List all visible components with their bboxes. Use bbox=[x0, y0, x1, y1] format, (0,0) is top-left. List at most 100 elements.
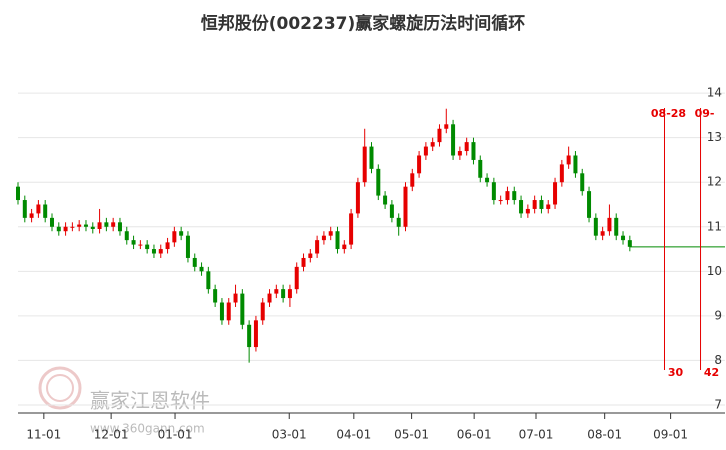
candle-body bbox=[117, 222, 122, 232]
chart-title: 恒邦股份(002237)赢家螺旋历法时间循环 bbox=[201, 13, 526, 34]
candle-body bbox=[389, 204, 394, 218]
cycle-count: 42 bbox=[704, 366, 719, 379]
candle-body bbox=[179, 231, 184, 236]
candle-body bbox=[90, 226, 95, 229]
candle-body bbox=[138, 244, 143, 246]
candle-body bbox=[29, 213, 34, 218]
candle-body bbox=[525, 208, 530, 214]
candle-body bbox=[165, 242, 170, 250]
candle-body bbox=[213, 289, 218, 303]
x-tick-label: 03-01 bbox=[272, 428, 307, 442]
candle-body bbox=[56, 226, 61, 232]
y-tick-label: 12 bbox=[707, 175, 722, 189]
candle-body bbox=[219, 302, 224, 321]
candle-body bbox=[396, 217, 401, 227]
candle-body bbox=[281, 289, 286, 299]
candle-body bbox=[145, 244, 150, 250]
x-tick-label: 08-01 bbox=[587, 428, 622, 442]
candle-body bbox=[83, 224, 88, 227]
candle-body bbox=[417, 155, 422, 174]
y-tick-label: 7 bbox=[714, 397, 722, 411]
candle-body bbox=[553, 182, 558, 205]
candle-body bbox=[158, 249, 163, 254]
candle-body bbox=[512, 191, 517, 201]
candle-body bbox=[559, 164, 564, 183]
candle-body bbox=[355, 182, 360, 214]
candle-body bbox=[301, 257, 306, 267]
candle-body bbox=[240, 293, 245, 325]
y-tick-label: 8 bbox=[714, 353, 722, 367]
candle-body bbox=[383, 195, 388, 205]
watermark-logo bbox=[38, 366, 82, 410]
candle-body bbox=[260, 302, 265, 321]
candle-body bbox=[566, 155, 571, 165]
candle-body bbox=[498, 200, 503, 202]
candle-body bbox=[16, 186, 20, 201]
x-tick-label: 04-01 bbox=[336, 428, 371, 442]
candle-body bbox=[104, 222, 109, 227]
x-tick-label: 07-01 bbox=[519, 428, 554, 442]
candle-body bbox=[621, 235, 626, 241]
candle-body bbox=[77, 224, 82, 227]
candle-body bbox=[131, 240, 136, 245]
candle-body bbox=[485, 177, 490, 183]
cycle-date: 08-28 bbox=[651, 107, 686, 120]
candle-body bbox=[287, 289, 292, 299]
candle-body bbox=[532, 200, 537, 209]
candle-body bbox=[172, 231, 177, 243]
candle-body bbox=[437, 128, 442, 143]
y-tick-label: 11 bbox=[707, 219, 722, 233]
candle-body bbox=[253, 320, 258, 348]
candle-body bbox=[410, 173, 415, 187]
candle-body bbox=[328, 231, 333, 236]
candle-body bbox=[36, 204, 41, 214]
candle-body bbox=[124, 231, 129, 241]
candle-body bbox=[267, 293, 272, 303]
y-tick-label: 10 bbox=[707, 264, 722, 278]
watermark-url: www.360gann.com bbox=[90, 422, 205, 436]
candle-body bbox=[233, 293, 238, 303]
y-tick-label: 9 bbox=[714, 308, 722, 322]
candle-body bbox=[206, 271, 211, 290]
candle-body bbox=[369, 146, 374, 169]
candle-body bbox=[457, 151, 462, 156]
candle-body bbox=[274, 289, 279, 294]
candle-body bbox=[546, 204, 551, 209]
x-tick-label: 01-01 bbox=[158, 428, 193, 442]
candle-body bbox=[315, 240, 320, 254]
candle-body bbox=[185, 235, 190, 258]
x-tick-label: 09-01 bbox=[653, 428, 688, 442]
candle-body bbox=[70, 226, 75, 228]
candle-body bbox=[593, 217, 598, 236]
candle-body bbox=[600, 231, 605, 236]
candle-body bbox=[471, 142, 476, 160]
candle-body bbox=[627, 240, 632, 247]
candle-body bbox=[580, 173, 585, 192]
candle-body bbox=[505, 191, 510, 201]
candle-body bbox=[111, 222, 116, 227]
candle-body bbox=[464, 142, 469, 152]
candle-body bbox=[192, 257, 197, 267]
candle-body bbox=[335, 231, 340, 250]
candle-body bbox=[308, 253, 313, 258]
candle-body bbox=[49, 217, 54, 227]
x-tick-label: 06-01 bbox=[457, 428, 492, 442]
x-tick-label: 11-01 bbox=[26, 428, 61, 442]
candle-body bbox=[539, 200, 544, 209]
cycle-count: 30 bbox=[668, 366, 684, 379]
x-tick-label: 12-01 bbox=[94, 428, 129, 442]
candle-body bbox=[376, 168, 381, 196]
candle-body bbox=[614, 217, 619, 236]
candle-body bbox=[199, 266, 204, 272]
candle-body bbox=[587, 191, 592, 218]
candle-body bbox=[342, 244, 347, 250]
candle-body bbox=[43, 204, 48, 218]
candle-body bbox=[491, 182, 496, 201]
x-tick-label: 05-01 bbox=[394, 428, 429, 442]
candle-body bbox=[607, 217, 612, 232]
candle-body bbox=[226, 302, 231, 321]
candle-body bbox=[451, 124, 456, 156]
watermark-name: 赢家江恩软件 bbox=[90, 389, 210, 413]
candle-body bbox=[403, 186, 408, 227]
